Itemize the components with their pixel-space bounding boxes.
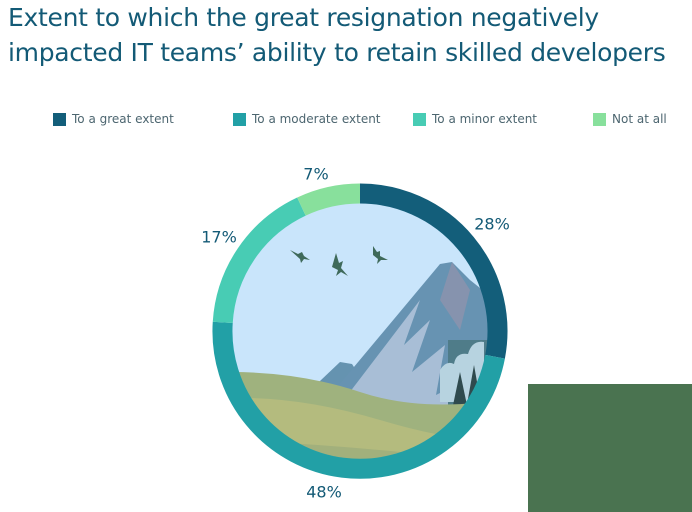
bird-3 bbox=[373, 246, 388, 264]
tree-1 bbox=[452, 372, 468, 410]
bird-2 bbox=[332, 253, 348, 276]
label-great-extent: 28% bbox=[474, 214, 510, 234]
legend-label-great-extent: To a great extent bbox=[72, 112, 174, 126]
segment-minor-extent[interactable] bbox=[212, 197, 306, 324]
segment-moderate-extent[interactable] bbox=[212, 321, 505, 479]
chart-title-line-2: impacted IT teams’ ability to retain ski… bbox=[8, 38, 666, 67]
legend-label-moderate-extent: To a moderate extent bbox=[252, 112, 381, 126]
legend-swatch-great-extent bbox=[53, 112, 66, 126]
legend-item-minor-extent[interactable]: To a minor extent bbox=[413, 112, 537, 126]
segment-great-extent[interactable] bbox=[359, 183, 508, 359]
legend-swatch-moderate-extent bbox=[233, 112, 246, 126]
label-not-at-all: 7% bbox=[303, 164, 329, 184]
legend-item-moderate-extent[interactable]: To a moderate extent bbox=[233, 112, 381, 126]
legend-item-great-extent[interactable]: To a great extent bbox=[53, 112, 174, 126]
birds bbox=[290, 246, 388, 276]
chart-legend: To a great extent To a moderate extent T… bbox=[0, 112, 692, 128]
label-minor-extent: 17% bbox=[201, 227, 237, 247]
mountain-shade bbox=[440, 262, 470, 330]
legend-swatch-minor-extent bbox=[413, 112, 426, 126]
chart-title-line-1: Extent to which the great resignation ne… bbox=[8, 3, 599, 32]
segment-not-at-all[interactable] bbox=[297, 183, 361, 216]
legend-label-minor-extent: To a minor extent bbox=[432, 112, 538, 126]
chart-title: Extent to which the great resignation ne… bbox=[8, 0, 692, 70]
legend-swatch-not-at-all bbox=[593, 112, 606, 126]
label-moderate-extent: 48% bbox=[306, 482, 342, 502]
donut-ring bbox=[212, 183, 508, 479]
legend-label-not-at-all: Not at all bbox=[612, 112, 667, 126]
green-overlay-block bbox=[528, 384, 692, 512]
mountain-snow bbox=[340, 300, 470, 405]
legend-item-not-at-all[interactable]: Not at all bbox=[593, 112, 667, 126]
bird-1 bbox=[290, 250, 310, 263]
